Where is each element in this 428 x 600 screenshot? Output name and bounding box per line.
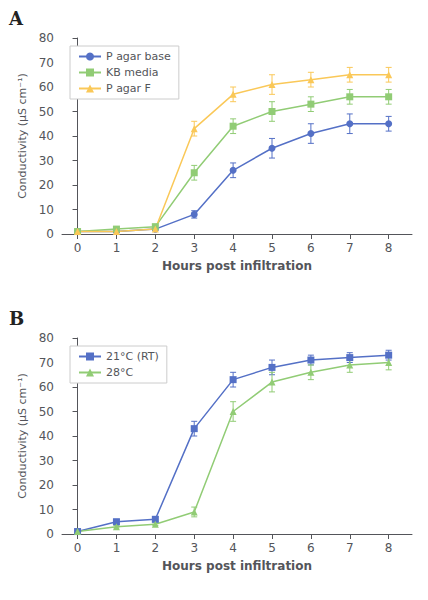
svg-text:Conductivity (μS cm⁻¹): Conductivity (μS cm⁻¹): [16, 373, 29, 499]
svg-text:8: 8: [385, 541, 393, 555]
svg-text:40: 40: [39, 129, 54, 143]
svg-text:B: B: [9, 308, 24, 329]
svg-text:21°C (RT): 21°C (RT): [106, 350, 159, 363]
svg-text:20: 20: [39, 178, 54, 192]
svg-text:A: A: [8, 8, 24, 29]
svg-text:80: 80: [39, 31, 54, 45]
svg-text:80: 80: [39, 331, 54, 345]
svg-text:8: 8: [385, 241, 393, 255]
svg-text:0: 0: [46, 527, 54, 541]
svg-text:5: 5: [268, 241, 276, 255]
svg-text:70: 70: [39, 56, 54, 70]
svg-text:40: 40: [39, 429, 54, 443]
svg-text:6: 6: [307, 541, 315, 555]
svg-text:60: 60: [39, 380, 54, 394]
svg-text:0: 0: [46, 227, 54, 241]
svg-text:1: 1: [113, 241, 121, 255]
svg-text:0: 0: [74, 241, 82, 255]
svg-text:2: 2: [152, 241, 160, 255]
svg-text:6: 6: [307, 241, 315, 255]
svg-text:Hours post infiltration: Hours post infiltration: [162, 559, 312, 573]
svg-text:10: 10: [39, 203, 54, 217]
svg-text:2: 2: [152, 541, 160, 555]
svg-text:10: 10: [39, 503, 54, 517]
svg-text:70: 70: [39, 356, 54, 370]
svg-text:50: 50: [39, 105, 54, 119]
svg-text:7: 7: [346, 541, 354, 555]
svg-text:Conductivity (μS cm⁻¹): Conductivity (μS cm⁻¹): [16, 73, 29, 199]
svg-text:7: 7: [346, 241, 354, 255]
svg-text:P agar F: P agar F: [106, 82, 151, 95]
svg-text:0: 0: [74, 541, 82, 555]
svg-text:30: 30: [39, 154, 54, 168]
svg-text:30: 30: [39, 454, 54, 468]
svg-text:5: 5: [268, 541, 276, 555]
svg-text:50: 50: [39, 405, 54, 419]
svg-text:28°C: 28°C: [106, 366, 133, 379]
svg-text:1: 1: [113, 541, 121, 555]
svg-text:3: 3: [190, 541, 198, 555]
svg-text:KB media: KB media: [106, 66, 159, 79]
svg-text:4: 4: [229, 541, 237, 555]
svg-text:4: 4: [229, 241, 237, 255]
svg-text:60: 60: [39, 80, 54, 94]
svg-text:Hours post infiltration: Hours post infiltration: [162, 259, 312, 273]
svg-text:20: 20: [39, 478, 54, 492]
svg-text:P agar base: P agar base: [106, 50, 171, 63]
svg-text:3: 3: [190, 241, 198, 255]
